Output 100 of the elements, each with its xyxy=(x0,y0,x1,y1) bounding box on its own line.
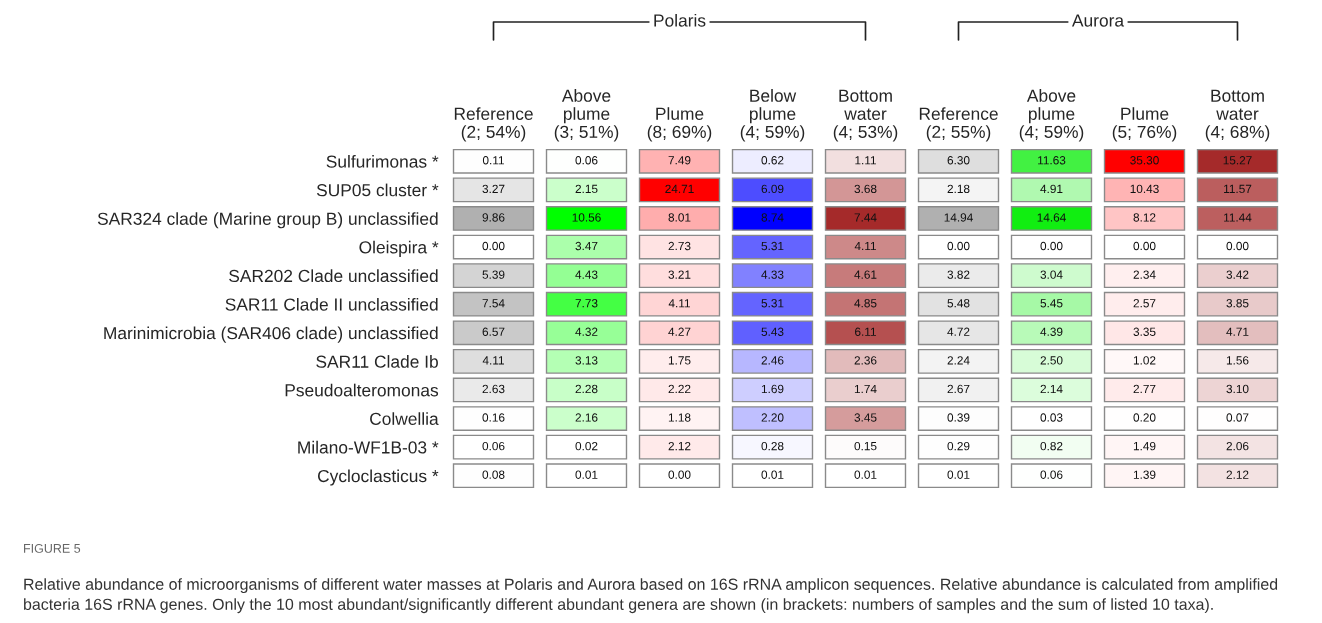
data-label: 0.03 xyxy=(1040,413,1063,422)
data-label: 6.30 xyxy=(947,156,970,165)
data-label: 4.39 xyxy=(1040,327,1063,336)
data-label: 3.68 xyxy=(854,184,877,194)
data-label: 0.20 xyxy=(1133,413,1156,422)
data-label: 3.21 xyxy=(668,270,691,279)
data-label: 1.18 xyxy=(668,413,691,422)
data-label: 0.00 xyxy=(1226,241,1249,251)
data-label: 4.43 xyxy=(575,270,598,279)
data-label: 0.00 xyxy=(947,241,970,251)
y-tick-label: SAR324 clade (Marine group B) unclassified xyxy=(97,212,438,229)
data-label: 8.74 xyxy=(761,213,784,222)
data-label: 1.02 xyxy=(1133,356,1156,365)
data-label: 0.01 xyxy=(575,470,598,479)
x-tick-label: Below plume (4; 59%) xyxy=(740,89,805,142)
data-label: 7.73 xyxy=(575,299,598,308)
data-label: 11.57 xyxy=(1224,184,1252,194)
data-label: 6.11 xyxy=(855,327,876,336)
data-label: 2.28 xyxy=(575,384,598,394)
data-label: 11.44 xyxy=(1224,213,1252,222)
data-label: 2.46 xyxy=(761,356,784,365)
data-label: 3.13 xyxy=(575,356,598,365)
data-label: 7.49 xyxy=(668,156,691,165)
data-label: 4.11 xyxy=(482,356,504,365)
y-tick-label: Colwellia xyxy=(370,412,439,425)
data-label: 5.43 xyxy=(761,327,784,336)
x-tick-label: Bottom water (4; 53%) xyxy=(833,89,898,142)
data-label: 2.18 xyxy=(947,184,970,194)
data-label: 5.48 xyxy=(947,299,970,308)
data-label: 2.24 xyxy=(947,356,970,365)
data-label: 1.39 xyxy=(1133,470,1156,479)
data-label: 0.07 xyxy=(1226,413,1249,422)
data-label: 5.39 xyxy=(482,270,505,279)
data-label: 2.77 xyxy=(1133,384,1156,394)
data-label: 0.01 xyxy=(854,470,877,479)
x-tick-label: Plume (5; 76%) xyxy=(1112,107,1177,142)
data-label: 3.10 xyxy=(1226,384,1249,394)
data-label: 2.14 xyxy=(1040,384,1063,394)
data-label: 2.34 xyxy=(1133,270,1156,279)
y-tick-label: Milano-WF1B-03 * xyxy=(298,440,439,454)
data-label: 0.08 xyxy=(482,470,505,479)
data-label: 0.06 xyxy=(1040,470,1063,479)
data-label: 0.28 xyxy=(761,441,784,451)
data-label: 2.20 xyxy=(761,413,784,422)
data-label: 1.49 xyxy=(1133,441,1156,451)
data-label: 4.61 xyxy=(854,270,877,279)
data-label: 3.27 xyxy=(482,184,505,194)
data-label: 3.45 xyxy=(854,413,877,422)
data-label: 4.11 xyxy=(668,299,690,308)
data-label: 4.11 xyxy=(854,241,876,251)
data-label: 0.02 xyxy=(575,441,598,451)
data-label: 0.06 xyxy=(575,156,598,165)
y-tick-label: Cycloclasticus * xyxy=(317,469,439,486)
data-label: 11.63 xyxy=(1038,156,1066,165)
data-label: 3.82 xyxy=(947,270,970,279)
caption: FIGURE 5 xyxy=(24,543,81,553)
text: Relative abundance of microorganisms of different water masses at Polaris and Aurora based on 16S rRNA amplicon sequences. Relative abundance is calculated from amplified bacteria 16S rRNA genes. Only the 10 most abundant/significantly different abundant genera are shown (in brackets: numbers of samples and the sum of listed 10 taxa). xyxy=(24,578,1278,614)
x-tick-label: Above plume (3; 51%) xyxy=(554,89,619,142)
y-tick-label: SAR11 Clade II unclassified xyxy=(225,297,438,311)
data-label: 1.74 xyxy=(854,384,877,394)
x-tick-label: Plume (8; 69%) xyxy=(647,107,712,142)
data-label: 0.01 xyxy=(761,470,784,479)
data-label: 4.85 xyxy=(854,299,877,308)
x-tick-label: Bottom water (4; 68%) xyxy=(1205,89,1270,142)
data-label: 0.00 xyxy=(1040,241,1063,251)
data-label: 2.22 xyxy=(668,384,691,394)
data-label: 35.30 xyxy=(1130,156,1159,165)
data-label: 0.00 xyxy=(668,470,691,479)
y-tick-label: SAR202 Clade unclassified xyxy=(229,269,438,283)
x-tick-label: Reference (2; 54%) xyxy=(454,107,533,142)
data-label: 0.15 xyxy=(854,441,877,451)
data-label: 1.56 xyxy=(1226,356,1249,365)
data-label: 2.50 xyxy=(1040,356,1063,365)
data-label: 5.31 xyxy=(761,299,784,308)
data-label: 2.36 xyxy=(854,356,877,365)
y-tick-label: Pseudoalteromonas xyxy=(285,383,439,397)
data-label: 14.64 xyxy=(1037,213,1066,222)
data-label: 0.00 xyxy=(482,241,505,251)
data-label: 0.06 xyxy=(482,441,505,451)
data-label: 0.29 xyxy=(947,441,970,451)
data-label: 4.71 xyxy=(1226,327,1249,336)
data-label: 14.94 xyxy=(944,213,973,222)
data-label: 4.27 xyxy=(668,327,691,336)
data-label: 7.54 xyxy=(482,299,505,308)
data-label: 2.06 xyxy=(1226,441,1249,451)
data-label: 0.11 xyxy=(482,156,504,165)
y-tick-label: SUP05 cluster * xyxy=(316,183,439,197)
y-tick-label: SAR11 Clade Ib xyxy=(316,355,438,368)
data-label: 4.32 xyxy=(575,327,598,336)
data-label: 5.31 xyxy=(761,241,784,251)
text: Aurora xyxy=(1071,14,1125,27)
data-label: 3.42 xyxy=(1226,270,1249,279)
data-label: 2.15 xyxy=(575,184,598,194)
data-label: 10.56 xyxy=(572,213,601,222)
data-label: 10.43 xyxy=(1130,184,1159,194)
data-label: 0.39 xyxy=(947,413,970,422)
x-tick-label: Above plume (4; 59%) xyxy=(1019,89,1084,142)
data-label: 15.27 xyxy=(1223,156,1252,165)
data-label: 4.91 xyxy=(1040,184,1063,194)
data-label: 0.16 xyxy=(482,413,505,422)
